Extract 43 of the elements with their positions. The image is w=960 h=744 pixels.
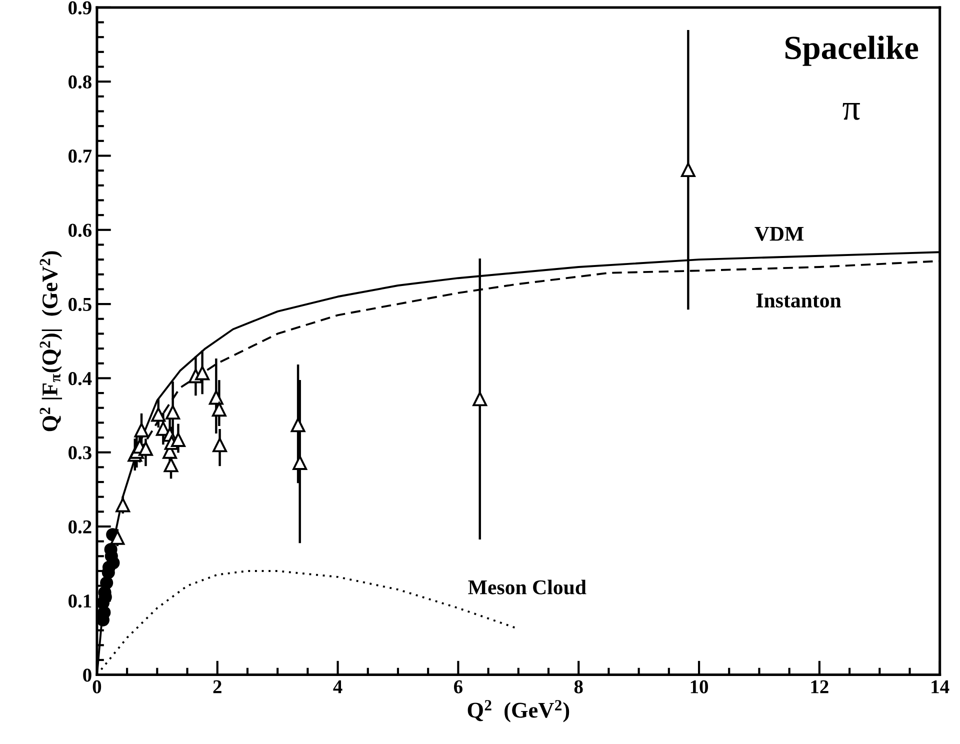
point [151,407,166,422]
y-tick-label: 0.6 [68,224,92,237]
point [212,438,228,452]
point [106,556,120,570]
point [208,390,224,405]
point [195,366,210,380]
annotation: π [842,102,860,120]
x-tick-label: 0 [92,680,102,694]
x-tick-label: 6 [454,680,462,694]
y-tick-label: 0.7 [68,150,92,163]
x-tick-label: 14 [932,680,950,694]
point [138,441,153,456]
y-tick-label: 0.4 [68,372,92,386]
y-tick-label: 0.5 [68,298,92,312]
y-tick-label: 0.3 [68,446,92,460]
point [212,402,226,417]
x-tick-label: 12 [811,680,828,694]
x-axis-title: Q$^{2}$ (GeV$^{2}$) [468,700,570,722]
point [100,576,114,590]
point [164,458,178,472]
series-label: Meson Cloud [468,580,586,594]
x-tick-label: 10 [690,680,708,694]
point [110,530,125,545]
annotation: Spacelike [786,36,918,66]
point [290,418,306,432]
series-label: Instanton [756,294,842,308]
point [116,498,130,512]
y-tick-label: 0.2 [68,520,92,534]
point [171,432,186,447]
y-tick-label: 0.8 [68,75,92,89]
point [680,162,696,178]
y-tick-label: 0 [83,668,92,682]
point [166,405,180,420]
point [472,392,488,406]
y-tick-label: 0.9 [68,1,92,14]
point [292,456,308,470]
x-tick-label: 8 [574,680,583,694]
series-label: VDM [754,226,804,241]
x-tick-label: 2 [213,680,222,694]
x-tick-label: 4 [333,680,342,694]
text: Q$^{2}$ |F$_{π}$(Q$^{2}$)| (GeV$^{2}$) [40,251,62,432]
y-tick-label: 0.1 [68,594,92,608]
point [134,422,149,438]
